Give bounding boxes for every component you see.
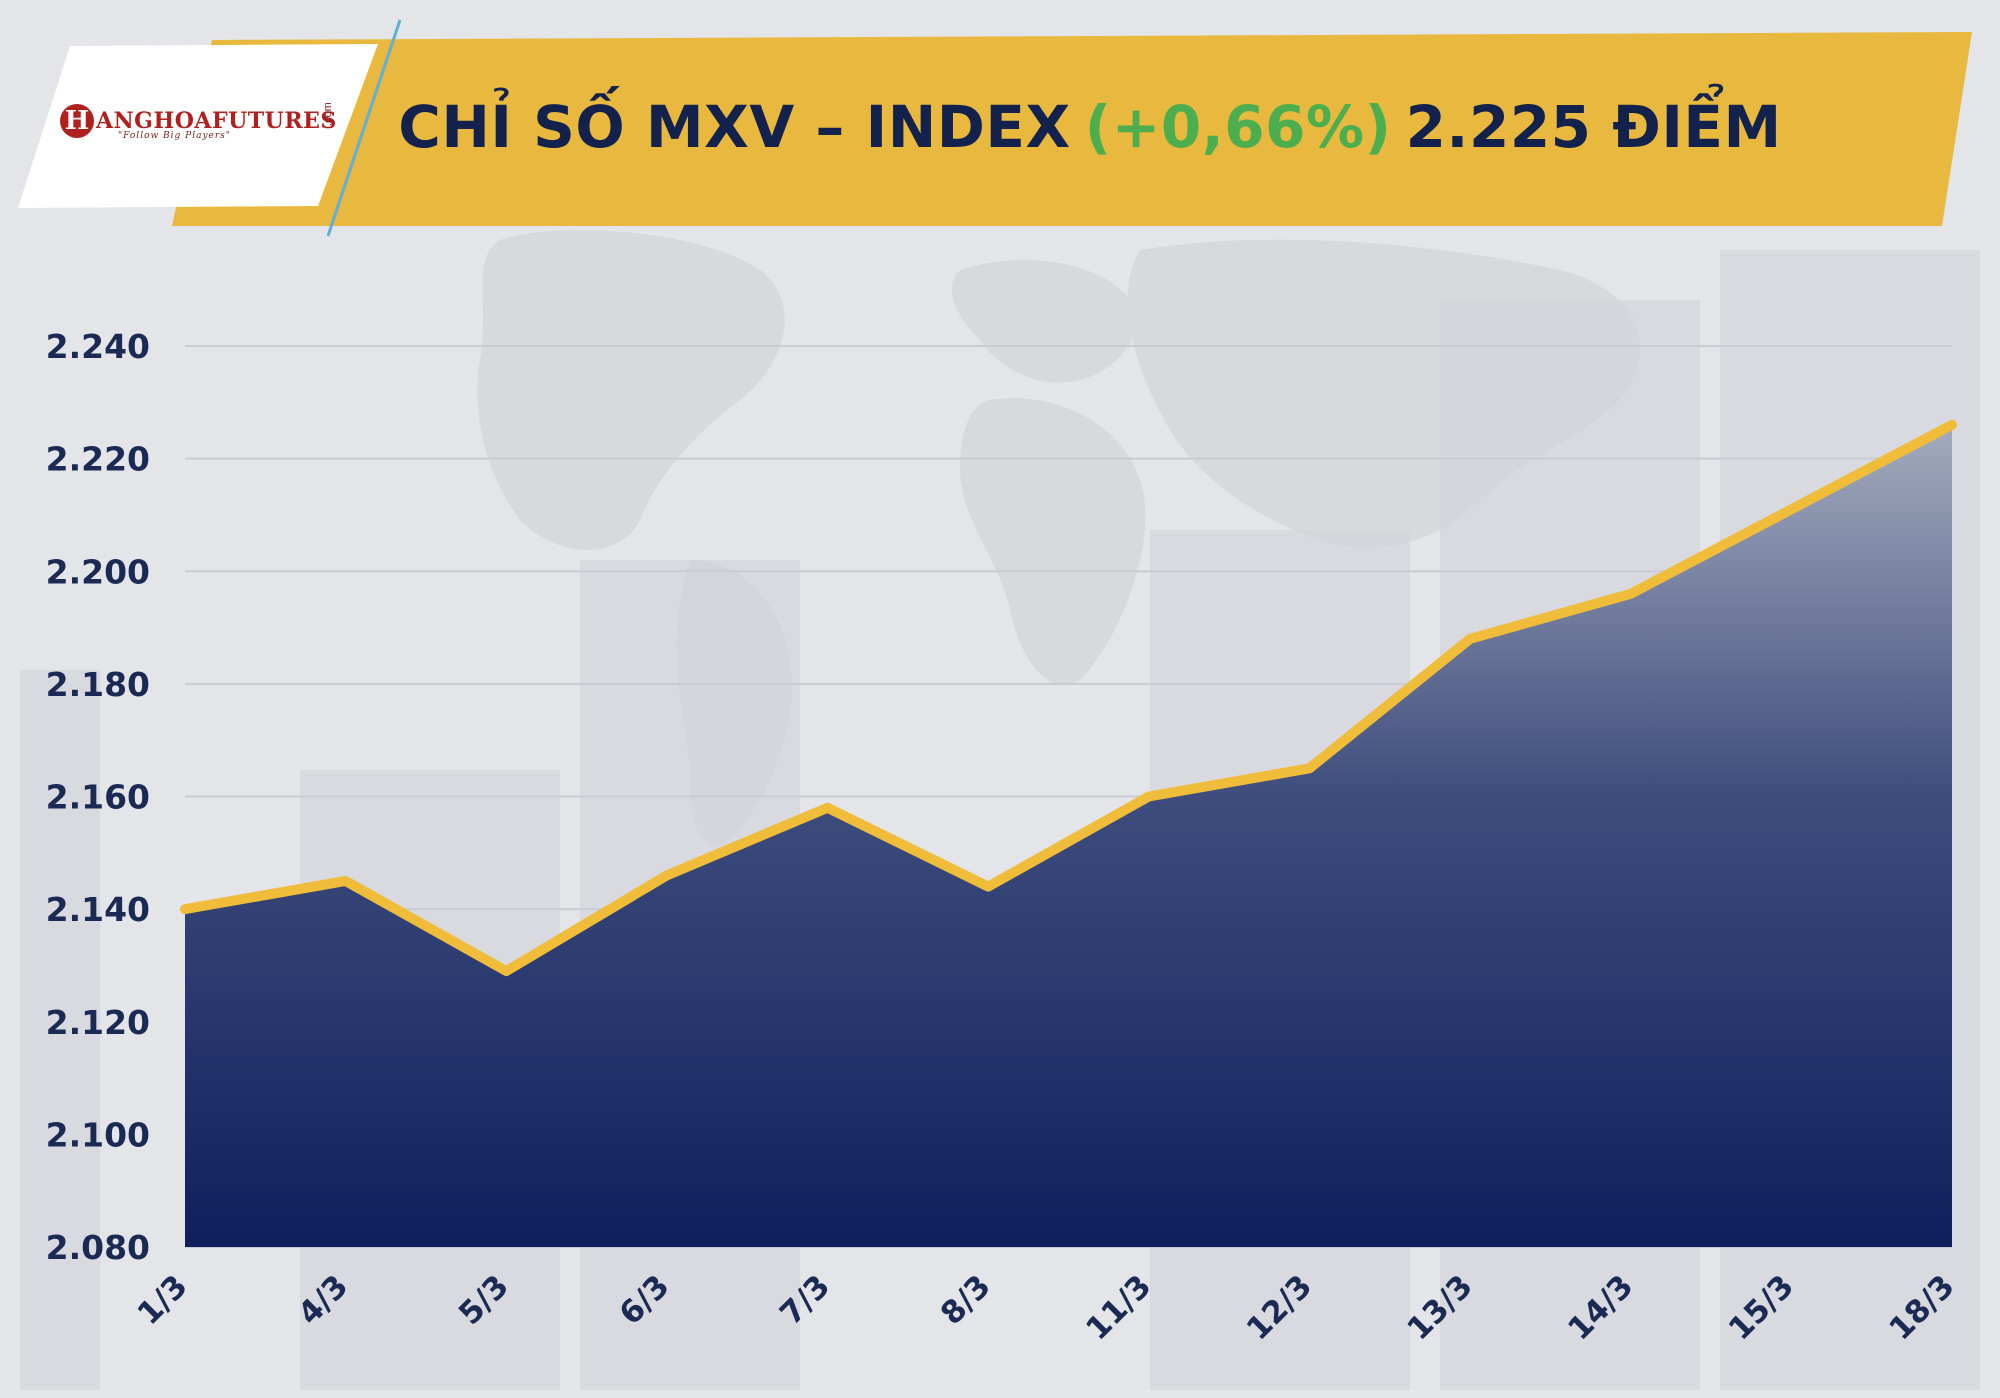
logo-card-bg	[18, 44, 378, 208]
x-tick-label: 5/3	[452, 1268, 516, 1332]
logo-mark-icon: H	[60, 104, 94, 138]
y-tick-label: 2.120	[46, 1003, 150, 1042]
logo: H ANGHOAFUTURES	[60, 104, 337, 138]
title-value: 2.225 ĐIỂM	[1405, 93, 1782, 161]
x-tick-label: 8/3	[934, 1268, 998, 1332]
title-change: (+0,66%)	[1084, 93, 1392, 161]
x-tick-label: 7/3	[773, 1268, 837, 1332]
line-series	[180, 419, 1957, 977]
series-line	[180, 419, 1957, 977]
chart-title: CHỈ SỐ MXV – INDEX (+0,66%) 2.225 ĐIỂM	[398, 82, 1781, 172]
y-tick-label: 2.240	[46, 327, 150, 366]
title-main: CHỈ SỐ MXV – INDEX	[398, 93, 1071, 161]
y-tick-label: 2.100	[46, 1115, 150, 1154]
title-band-accent-line	[326, 19, 402, 237]
x-tick-label: 18/3	[1882, 1268, 1961, 1347]
y-tick-label: 2.220	[46, 440, 150, 479]
x-tick-label: 12/3	[1240, 1268, 1319, 1347]
x-tick-label: 13/3	[1401, 1268, 1480, 1347]
x-tick-label: 15/3	[1722, 1268, 1801, 1347]
x-tick-label: 14/3	[1561, 1268, 1640, 1347]
y-tick-label: 2.080	[46, 1228, 150, 1267]
y-tick-label: 2.160	[46, 778, 150, 817]
y-tick-label: 2.200	[46, 552, 150, 591]
x-tick-label: 1/3	[131, 1268, 195, 1332]
x-tick-label: 11/3	[1079, 1268, 1158, 1347]
y-tick-label: 2.140	[46, 890, 150, 929]
logo-wordmark: ANGHOAFUTURES	[96, 108, 337, 134]
x-tick-label: 6/3	[613, 1268, 677, 1332]
title-band	[18, 19, 1972, 237]
y-axis-ticks: 2.080 2.100 2.120 2.140 2.160 2.180 2.200 2.220…	[46, 327, 150, 1267]
x-tick-label: 4/3	[291, 1268, 355, 1332]
y-tick-label: 2.180	[46, 665, 150, 704]
x-axis-ticks: 1/3 4/3 5/3 6/3 7/3 8/3 11/3 12/3 13/3 14/3 15/3 18…	[131, 1268, 1962, 1347]
title-band-shape	[172, 32, 1972, 226]
logo-tagline: "Follow Big Players"	[118, 131, 231, 141]
